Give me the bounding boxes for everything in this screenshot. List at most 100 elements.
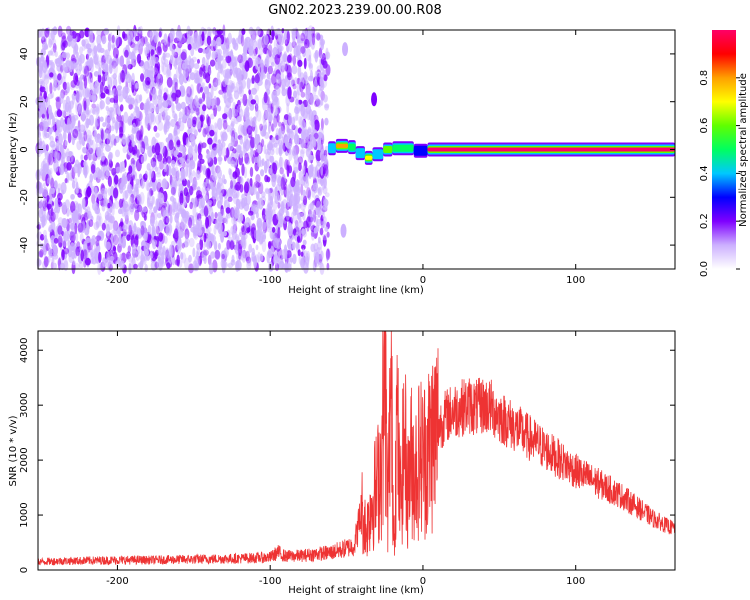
noise-blob <box>212 147 218 156</box>
noise-blob <box>85 237 91 244</box>
noise-blob <box>164 121 170 133</box>
noise-blob <box>207 151 213 162</box>
noise-blob <box>61 51 68 59</box>
noise-blob <box>243 45 248 57</box>
noise-blob <box>154 260 158 271</box>
noise-blob <box>300 251 304 257</box>
noise-blob <box>62 239 67 248</box>
noise-blob <box>102 54 109 65</box>
noise-blob <box>127 63 133 70</box>
noise-blob <box>254 74 260 84</box>
snr-x-tick-label: 0 <box>420 576 426 587</box>
noise-blob <box>53 80 58 91</box>
noise-blob <box>132 88 137 97</box>
noise-blob <box>118 225 122 236</box>
noise-blob <box>188 217 193 229</box>
noise-blob <box>127 115 132 126</box>
noise-blob <box>227 110 233 119</box>
noise-blob <box>301 228 307 235</box>
noise-blob <box>105 49 110 57</box>
noise-blob <box>187 127 193 136</box>
noise-blob <box>41 60 48 74</box>
noise-blob <box>322 233 328 241</box>
noise-blob <box>322 204 328 211</box>
noise-blob <box>196 170 201 179</box>
noise-blob <box>244 152 250 164</box>
noise-blob <box>57 54 64 66</box>
noise-blob <box>296 235 301 243</box>
noise-blob <box>284 159 289 171</box>
noise-blob <box>76 140 82 151</box>
noise-blob <box>145 76 151 86</box>
noise-blob <box>180 88 186 98</box>
noise-blob <box>118 55 125 67</box>
noise-blob <box>231 228 237 241</box>
noise-blob <box>83 100 87 111</box>
noise-blob <box>94 106 100 116</box>
noise-blob <box>97 60 103 68</box>
noise-blob <box>158 232 164 242</box>
noise-blob <box>107 202 111 209</box>
noise-blob <box>183 198 187 206</box>
noise-blob <box>300 46 306 54</box>
noise-blob <box>83 75 88 89</box>
noise-blob <box>263 124 267 131</box>
noise-blob <box>52 149 56 159</box>
noise-blob <box>253 48 258 57</box>
noise-blob <box>293 160 299 173</box>
noise-blob <box>136 149 140 158</box>
noise-blob <box>173 228 179 240</box>
noise-blob <box>161 202 167 208</box>
noise-blob <box>274 54 281 65</box>
noise-blob <box>226 70 233 78</box>
noise-blob <box>248 243 253 253</box>
noise-blob <box>293 77 298 85</box>
noise-blob <box>87 93 91 103</box>
noise-blob <box>121 173 126 186</box>
noise-blob <box>223 195 227 207</box>
snr-y-tick-label: 0 <box>19 567 30 573</box>
noise-blob <box>292 37 296 47</box>
noise-blob <box>217 213 223 222</box>
noise-blob <box>70 194 75 200</box>
noise-blob <box>231 54 235 62</box>
noise-blob <box>257 39 262 50</box>
noise-blob <box>276 212 282 221</box>
noise-blob <box>165 52 171 58</box>
noise-blob <box>65 123 70 134</box>
noise-blob <box>229 180 234 189</box>
noise-blob <box>149 187 154 197</box>
noise-blob <box>261 128 265 137</box>
snr-y-ticks: 0 1000 2000 3000 4000 <box>19 338 675 573</box>
noise-blob <box>251 87 257 95</box>
noise-blob <box>61 189 65 195</box>
noise-blob <box>227 196 233 202</box>
noise-blob <box>186 112 190 121</box>
noise-blob <box>95 220 99 229</box>
signal-band <box>413 148 428 153</box>
noise-blob <box>59 144 64 156</box>
noise-blob <box>148 200 153 207</box>
noise-blob <box>197 218 203 231</box>
noise-blob <box>98 147 104 153</box>
noise-blob <box>107 41 112 52</box>
noise-blob <box>118 208 123 215</box>
noise-blob <box>260 59 264 72</box>
noise-blob <box>250 99 257 105</box>
noise-blob <box>76 241 81 250</box>
noise-blob <box>75 246 80 257</box>
noise-blob <box>225 42 231 50</box>
noise-blob <box>235 181 241 191</box>
noise-blob <box>163 235 168 244</box>
noise-blob <box>156 181 162 193</box>
noise-blob <box>131 127 136 135</box>
noise-blob <box>83 154 88 161</box>
noise-blob <box>301 209 306 221</box>
noise-blob <box>242 141 247 149</box>
noise-blob <box>229 168 233 180</box>
noise-blob <box>275 135 280 141</box>
noise-blob <box>107 33 112 42</box>
noise-blob <box>100 129 104 141</box>
noise-blob <box>201 31 205 42</box>
noise-blob <box>195 107 200 116</box>
